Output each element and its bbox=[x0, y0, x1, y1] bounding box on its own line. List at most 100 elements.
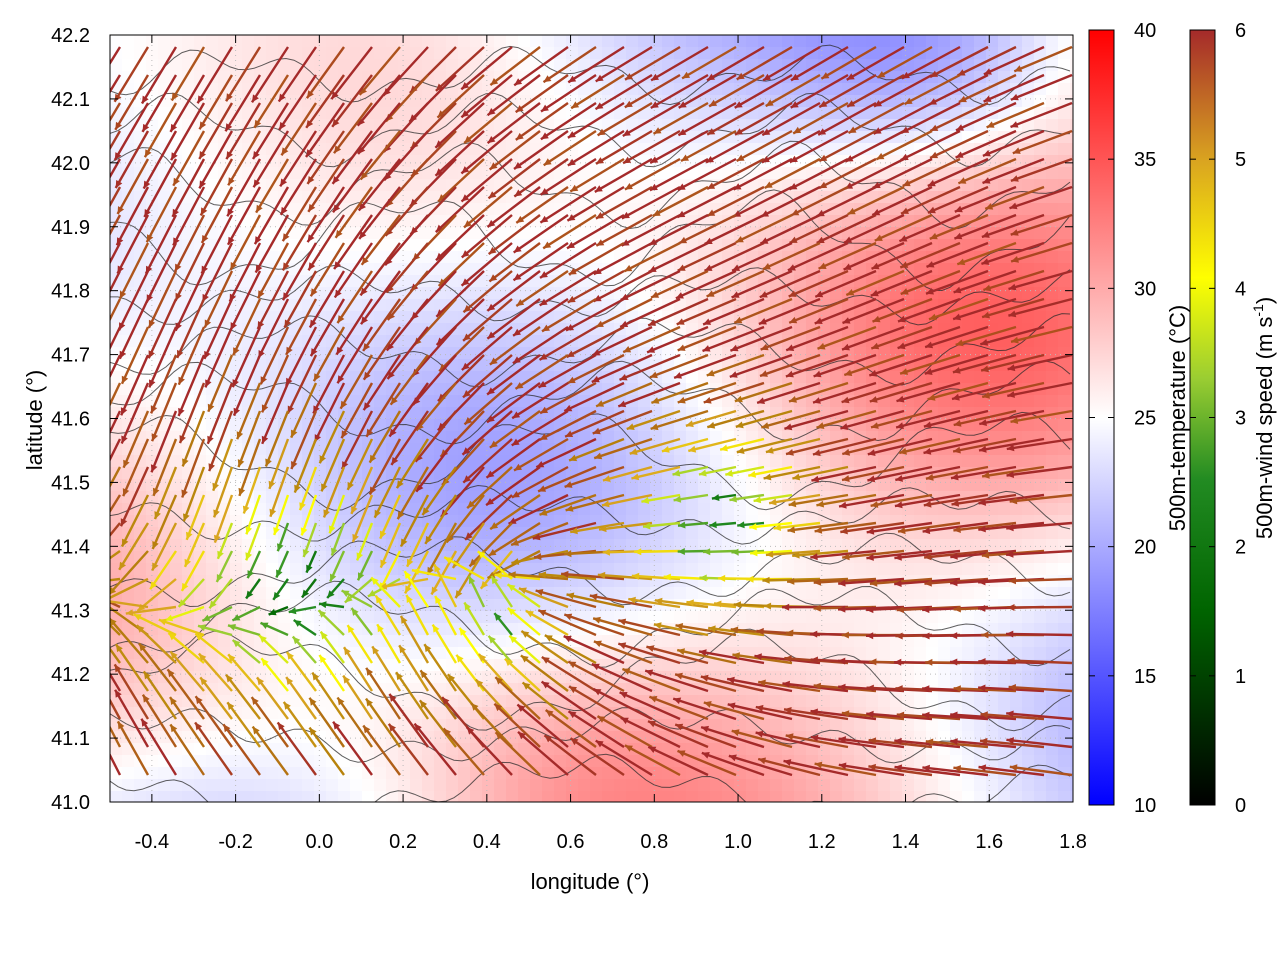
temperature-cell bbox=[1070, 479, 1073, 492]
temperature-cell bbox=[602, 59, 615, 72]
temperature-cell bbox=[890, 119, 903, 132]
temperature-cell bbox=[1070, 443, 1073, 456]
temperature-cell bbox=[854, 455, 867, 468]
temperature-cell bbox=[734, 35, 747, 48]
temperature-cell bbox=[1010, 239, 1023, 252]
temperature-cell bbox=[1022, 419, 1035, 432]
temperature-cell bbox=[350, 215, 363, 228]
temperature-cell bbox=[926, 347, 939, 360]
temperature-cell bbox=[1070, 491, 1073, 504]
temperature-cell bbox=[842, 431, 855, 444]
temperature-cell bbox=[914, 563, 927, 576]
temperature-cell bbox=[326, 71, 339, 84]
temperature-cell bbox=[722, 515, 735, 528]
temperature-cell bbox=[398, 83, 411, 96]
temperature-cell bbox=[218, 743, 231, 756]
temperature-cell bbox=[1022, 371, 1035, 384]
temperature-cell bbox=[422, 395, 435, 408]
temperature-cell bbox=[1034, 395, 1047, 408]
temperature-cell bbox=[794, 143, 807, 156]
temperature-cell bbox=[506, 131, 519, 144]
temperature-cell bbox=[362, 35, 375, 48]
temperature-cell bbox=[986, 371, 999, 384]
temperature-cell bbox=[842, 647, 855, 660]
temperature-cell bbox=[806, 611, 819, 624]
temperature-cell bbox=[362, 635, 375, 648]
temperature-cell bbox=[926, 59, 939, 72]
temperature-cell bbox=[242, 215, 255, 228]
temperature-cell bbox=[710, 743, 723, 756]
temperature-cell bbox=[878, 623, 891, 636]
temperature-cell bbox=[662, 563, 675, 576]
temperature-cell bbox=[794, 347, 807, 360]
temperature-cell bbox=[998, 539, 1011, 552]
temperature-cell bbox=[986, 35, 999, 48]
temperature-cell bbox=[998, 563, 1011, 576]
temperature-cell bbox=[974, 719, 987, 732]
temperature-cell bbox=[206, 107, 219, 120]
temperature-cell bbox=[1010, 347, 1023, 360]
temperature-cell bbox=[974, 119, 987, 132]
temperature-cell bbox=[710, 143, 723, 156]
temperature-cell bbox=[854, 719, 867, 732]
temperature-cell bbox=[746, 167, 759, 180]
temperature-cell bbox=[710, 611, 723, 624]
temperature-cell bbox=[530, 539, 543, 552]
temperature-cell bbox=[122, 143, 135, 156]
temperature-cell bbox=[626, 503, 639, 516]
temperature-cell bbox=[506, 227, 519, 240]
temperature-cell bbox=[266, 167, 279, 180]
temperature-cell bbox=[434, 767, 447, 780]
temperature-cell bbox=[650, 431, 663, 444]
temperature-cell bbox=[986, 755, 999, 768]
temperature-cell bbox=[470, 35, 483, 48]
temperature-cell bbox=[518, 59, 531, 72]
temperature-cell bbox=[614, 107, 627, 120]
temperature-cell bbox=[938, 179, 951, 192]
temperature-cell bbox=[902, 623, 915, 636]
temperature-cell bbox=[230, 35, 243, 48]
temperature-cell bbox=[1070, 359, 1073, 372]
temperature-cell bbox=[206, 491, 219, 504]
temperature-cell bbox=[962, 563, 975, 576]
temperature-cell bbox=[818, 563, 831, 576]
temperature-cell bbox=[1022, 479, 1035, 492]
temperature-cell bbox=[314, 227, 327, 240]
temperature-cell bbox=[1058, 611, 1071, 624]
temperature-cell bbox=[806, 371, 819, 384]
temperature-cell bbox=[998, 695, 1011, 708]
temperature-cell bbox=[914, 35, 927, 48]
temperature-cell bbox=[590, 155, 603, 168]
temperature-cell bbox=[242, 635, 255, 648]
temperature-cell bbox=[662, 635, 675, 648]
temperature-cell bbox=[782, 563, 795, 576]
temperature-cell bbox=[674, 35, 687, 48]
temperature-cell bbox=[278, 35, 291, 48]
temperature-cell bbox=[278, 635, 291, 648]
temperature-cell bbox=[326, 155, 339, 168]
temperature-cell bbox=[314, 143, 327, 156]
temperature-cell bbox=[122, 35, 135, 48]
temperature-cell bbox=[1070, 611, 1073, 624]
temperature-cell bbox=[1022, 95, 1035, 108]
temperature-cell bbox=[218, 71, 231, 84]
temperature-cell bbox=[242, 275, 255, 288]
temperature-cell bbox=[854, 755, 867, 768]
temperature-cell bbox=[470, 179, 483, 192]
temperature-cell bbox=[686, 551, 699, 564]
temperature-cell bbox=[254, 539, 267, 552]
temperature-cell bbox=[302, 131, 315, 144]
temperature-cell bbox=[122, 263, 135, 276]
temperature-cell bbox=[650, 131, 663, 144]
temperature-cell bbox=[782, 203, 795, 216]
temperature-cell bbox=[410, 263, 423, 276]
temperature-cell bbox=[638, 203, 651, 216]
temperature-cell bbox=[422, 83, 435, 96]
temperature-cell bbox=[1034, 527, 1047, 540]
temperature-cell bbox=[182, 47, 195, 60]
temperature-cell bbox=[134, 587, 147, 600]
temperature-cell bbox=[734, 227, 747, 240]
temperature-cell bbox=[386, 239, 399, 252]
temperature-cell bbox=[842, 743, 855, 756]
temperature-cell bbox=[506, 143, 519, 156]
